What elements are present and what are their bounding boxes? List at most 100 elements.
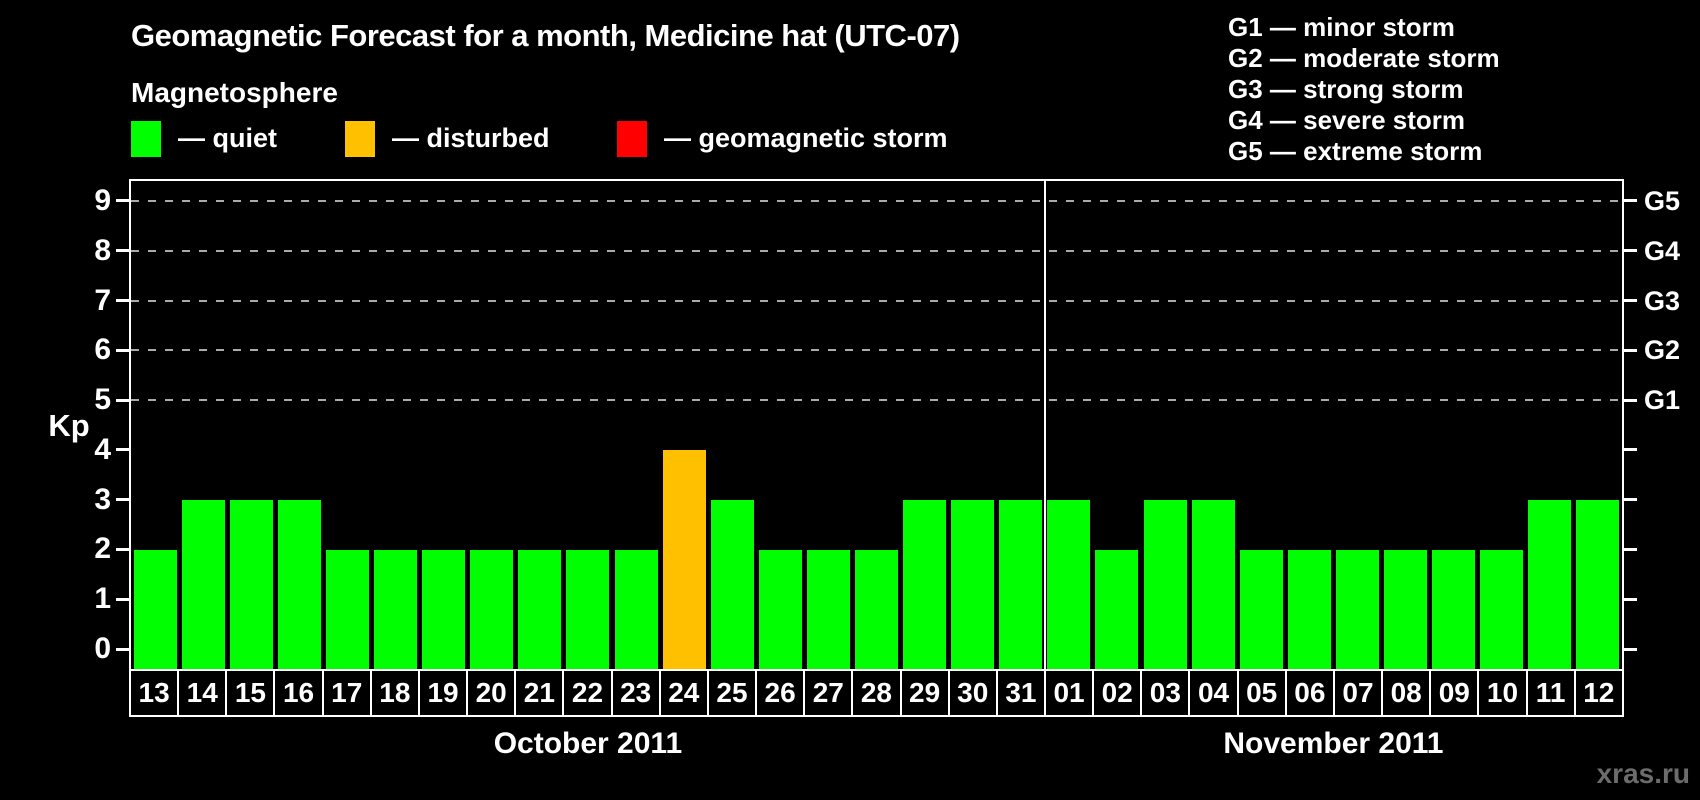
- g5-legend-line: G5 — extreme storm: [1228, 136, 1483, 166]
- day-cell-29: 29: [902, 671, 950, 715]
- y-tick-left-0: [116, 647, 129, 651]
- magnetosphere-label: Magnetosphere: [131, 77, 338, 108]
- g-axis-label-G2: G2: [1644, 335, 1681, 366]
- bar-day-28: [855, 549, 898, 669]
- y-tick-left-3: [116, 498, 129, 502]
- day-cell-18: 18: [372, 671, 420, 715]
- bar-day-31: [999, 499, 1043, 669]
- g-axis-label-G5: G5: [1644, 185, 1681, 216]
- disturbed-swatch-icon: [345, 120, 375, 157]
- bar-day-19: [422, 549, 466, 669]
- bar-day-25: [710, 499, 754, 669]
- bar-day-17: [325, 549, 369, 669]
- g2-legend-line: G2 — moderate storm: [1228, 43, 1500, 73]
- y-axis-title: Kp: [48, 408, 90, 443]
- bar-day-18: [374, 549, 418, 669]
- y-tick-label-1: 1: [94, 582, 111, 616]
- legend-item-storm: — geomagnetic storm: [617, 120, 948, 157]
- day-cell-01: 01: [1046, 671, 1095, 715]
- day-cell-13: 13: [131, 671, 180, 715]
- day-cell-22: 22: [564, 671, 613, 715]
- bar-day-11: [1528, 499, 1572, 669]
- plot-area: [129, 179, 1624, 671]
- y-tick-right-0: [1624, 647, 1637, 651]
- page-title: Geomagnetic Forecast for a month, Medici…: [131, 18, 960, 53]
- g-axis-label-G1: G1: [1644, 385, 1681, 416]
- bar-day-01: [1047, 499, 1091, 669]
- bar-day-21: [518, 549, 562, 669]
- day-cell-02: 02: [1094, 671, 1143, 715]
- day-cell-21: 21: [516, 671, 565, 715]
- gridline-kp-9: [131, 199, 1622, 202]
- bar-day-12: [1576, 499, 1620, 669]
- bar-day-07: [1335, 549, 1379, 669]
- y-tick-label-0: 0: [94, 632, 111, 666]
- bar-day-02: [1095, 549, 1139, 669]
- gridline-kp-8: [131, 249, 1622, 252]
- y-tick-right-1: [1624, 597, 1637, 601]
- bar-day-03: [1143, 499, 1187, 669]
- y-tick-label-7: 7: [94, 283, 111, 317]
- bar-day-14: [181, 499, 225, 669]
- legend-label-quiet: — quiet: [178, 123, 277, 153]
- y-tick-label-9: 9: [94, 183, 111, 217]
- legend-item-disturbed: — disturbed: [345, 120, 550, 157]
- bar-day-22: [566, 549, 610, 669]
- watermark: xras.ru: [1596, 758, 1690, 789]
- day-cell-11: 11: [1528, 671, 1576, 715]
- y-tick-right-4: [1624, 448, 1637, 452]
- legend-label-disturbed: — disturbed: [392, 123, 550, 153]
- day-cell-15: 15: [227, 671, 276, 715]
- bar-day-06: [1287, 549, 1331, 669]
- y-tick-left-6: [116, 348, 129, 352]
- legend-item-quiet: — quiet: [131, 120, 277, 157]
- y-tick-label-8: 8: [94, 233, 111, 267]
- day-cell-03: 03: [1142, 671, 1191, 715]
- gridline-kp-7: [131, 299, 1622, 302]
- bar-day-05: [1239, 549, 1283, 669]
- day-cell-06: 06: [1287, 671, 1335, 715]
- bar-day-26: [758, 549, 802, 669]
- day-cell-07: 07: [1335, 671, 1384, 715]
- g-axis-label-G4: G4: [1644, 235, 1681, 266]
- legend-label-storm: — geomagnetic storm: [664, 123, 948, 153]
- y-tick-label-5: 5: [94, 383, 111, 417]
- bar-day-24: [662, 449, 706, 669]
- storm-swatch-icon: [617, 120, 647, 157]
- bar-day-20: [470, 549, 514, 669]
- quiet-swatch-icon: [131, 120, 161, 157]
- y-tick-left-1: [116, 597, 129, 601]
- y-tick-label-4: 4: [94, 432, 111, 466]
- y-tick-right-9: [1624, 199, 1637, 203]
- bar-day-29: [903, 499, 947, 669]
- y-tick-right-6: [1624, 348, 1637, 352]
- day-cell-05: 05: [1239, 671, 1287, 715]
- g-scale-legend: G1 — minor storm G2 — moderate storm G3 …: [1228, 12, 1500, 167]
- day-cell-17: 17: [324, 671, 372, 715]
- y-tick-right-5: [1624, 398, 1637, 402]
- y-tick-left-5: [116, 398, 129, 402]
- day-cell-24: 24: [661, 671, 709, 715]
- bar-day-27: [806, 549, 850, 669]
- day-cell-09: 09: [1431, 671, 1480, 715]
- y-tick-right-3: [1624, 498, 1637, 502]
- day-cell-12: 12: [1583, 677, 1615, 708]
- day-cell-31: 31: [998, 671, 1046, 715]
- y-tick-left-8: [116, 249, 129, 253]
- day-cell-16: 16: [275, 671, 324, 715]
- bar-day-08: [1384, 549, 1428, 669]
- bar-day-15: [229, 499, 273, 669]
- g-axis-label-G3: G3: [1644, 285, 1681, 316]
- bar-day-10: [1480, 549, 1524, 669]
- day-cell-19: 19: [420, 671, 469, 715]
- bar-day-16: [277, 499, 321, 669]
- day-cell-30: 30: [950, 671, 998, 715]
- bar-day-13: [133, 549, 177, 669]
- bar-day-04: [1191, 499, 1235, 669]
- month-separator: [1043, 181, 1046, 669]
- y-tick-right-2: [1624, 547, 1637, 551]
- y-tick-left-2: [116, 547, 129, 551]
- gridline-kp-5: [131, 399, 1622, 402]
- day-cell-27: 27: [805, 671, 854, 715]
- y-tick-right-8: [1624, 249, 1637, 253]
